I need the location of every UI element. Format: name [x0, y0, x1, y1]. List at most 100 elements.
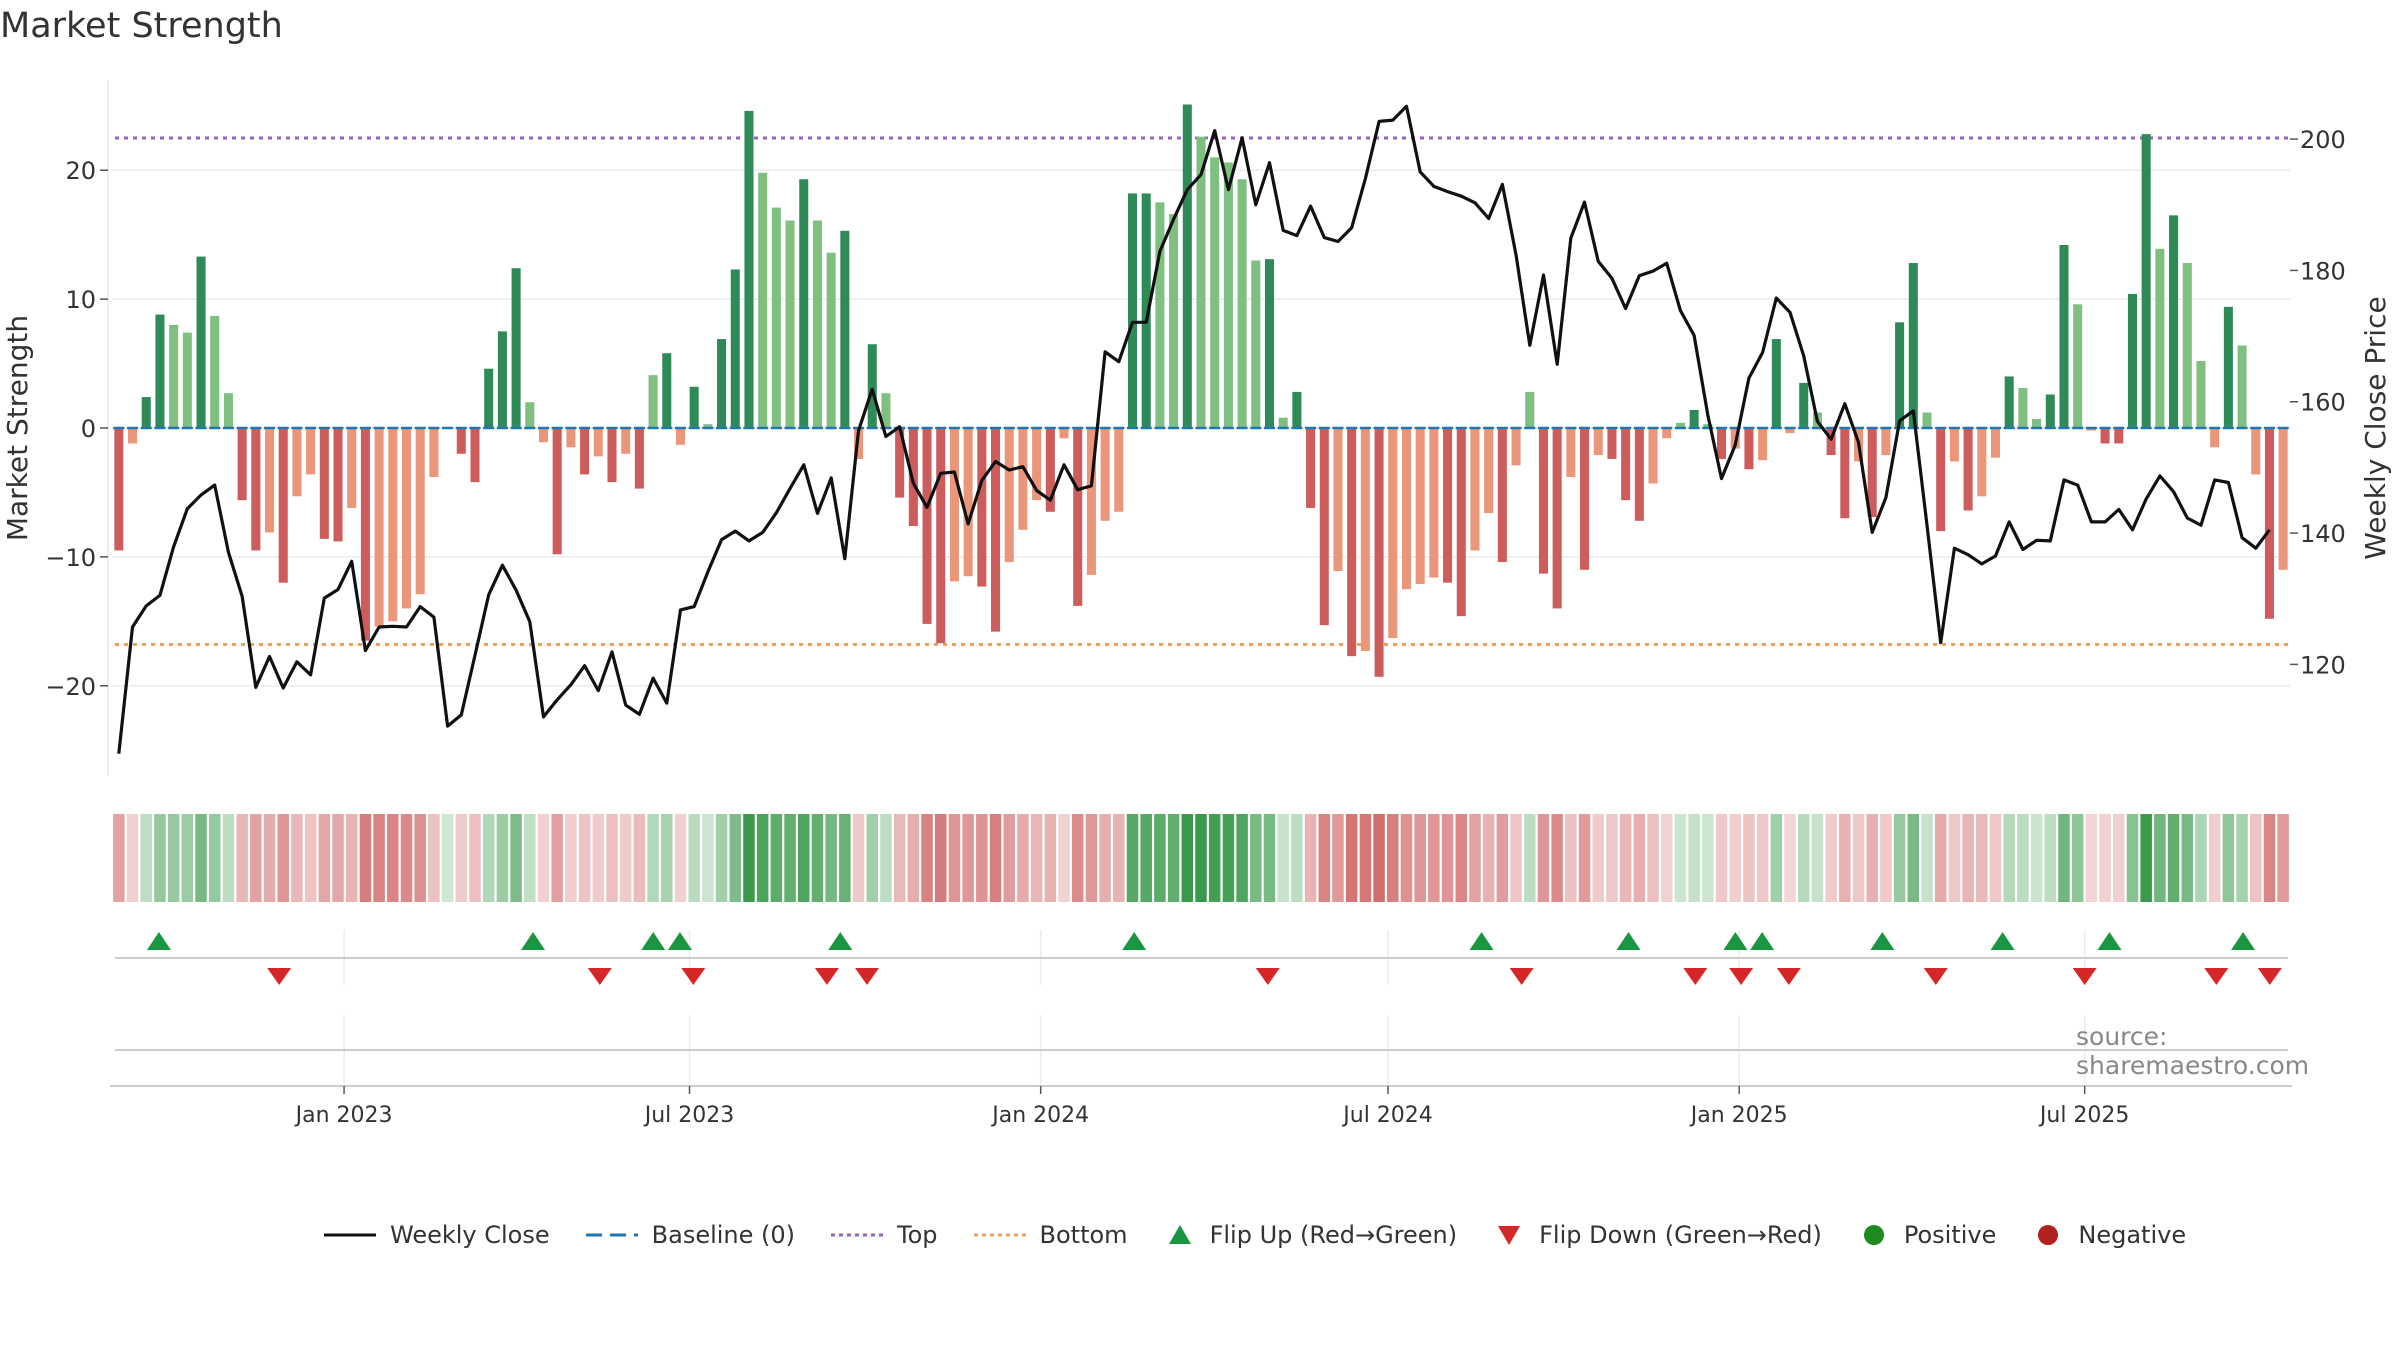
flip-up-marker — [2097, 932, 2122, 950]
strength-bar — [1867, 428, 1877, 517]
flip-up-marker — [1616, 932, 1641, 950]
heat-strip-cell — [1756, 814, 1769, 902]
strength-bar — [1963, 428, 1973, 511]
flip-down-marker — [1776, 968, 1801, 985]
strength-bar — [867, 344, 877, 428]
y2-tick-label: 160 — [2300, 389, 2346, 417]
heat-strip-cell — [1126, 814, 1139, 902]
heat-strip-cell — [1044, 814, 1057, 902]
heat-strip-cell — [1702, 814, 1714, 902]
heat-strip-cell — [1373, 814, 1385, 902]
heat-strip-cell — [1784, 814, 1796, 902]
strength-bar — [717, 339, 727, 428]
strength-heat-strip — [113, 814, 2289, 902]
heat-strip-cell — [1030, 814, 1043, 902]
heat-strip-cell — [811, 814, 824, 902]
strength-bar — [634, 428, 644, 489]
heat-strip-cell — [1482, 814, 1495, 902]
legend-item-bottom: Bottom — [972, 1220, 1128, 1250]
strength-bar — [1196, 136, 1206, 428]
flip-up-marker — [1870, 932, 1895, 950]
heat-strip-cell — [291, 814, 303, 902]
strength-bar — [497, 331, 507, 428]
heat-strip-cell — [1400, 814, 1413, 902]
heat-strip-cell — [2085, 814, 2098, 902]
strength-bar — [881, 393, 891, 428]
heat-strip-cell — [1866, 814, 1878, 902]
strength-bar — [1360, 428, 1370, 651]
legend-item-top: Top — [829, 1220, 938, 1250]
strength-bar — [1073, 428, 1083, 606]
legend-item-baseline: Baseline (0) — [584, 1220, 795, 1250]
heat-strip-cell — [756, 814, 769, 902]
heat-strip-cell — [2017, 814, 2029, 902]
chart-title: Market Strength — [0, 6, 283, 46]
strength-bar — [114, 428, 124, 551]
heat-strip-cell — [1688, 814, 1700, 902]
strength-bar — [2196, 360, 2206, 428]
heat-strip-cell — [1962, 814, 1974, 902]
heat-strip-cell — [236, 814, 248, 902]
heat-strip-cell — [2071, 814, 2084, 902]
strength-bar — [1744, 428, 1754, 470]
strength-bar — [2278, 428, 2288, 570]
heat-strip-cell — [1647, 814, 1659, 902]
strength-bar — [2182, 263, 2192, 428]
heat-strip-cell — [852, 814, 865, 902]
heat-strip-cell — [1304, 814, 1317, 902]
flip-up-marker — [828, 932, 853, 950]
x-tick-label: Jul 2024 — [1341, 1103, 1433, 1128]
heat-strip-cell — [1537, 814, 1550, 902]
heat-strip-cell — [976, 814, 988, 902]
strength-bar — [1059, 428, 1069, 439]
heat-strip-cell — [126, 814, 139, 902]
x-tick-label: Jan 2024 — [990, 1103, 1089, 1128]
strength-bar — [1032, 428, 1042, 501]
strength-bar — [812, 220, 822, 428]
heat-strip-cell — [318, 814, 331, 902]
heat-strip-cell — [167, 814, 180, 902]
heat-strip-cell — [1017, 814, 1029, 902]
strength-bar — [1689, 409, 1699, 428]
strength-bar — [2032, 418, 2042, 428]
heat-strip-cell — [948, 814, 961, 902]
strength-bar — [1292, 391, 1302, 428]
strength-bar — [552, 428, 562, 555]
strength-bar — [2114, 428, 2124, 444]
legend-label: Weekly Close — [390, 1221, 550, 1249]
flip-down-marker — [2257, 968, 2282, 985]
strength-bar — [1347, 428, 1357, 657]
legend-label: Positive — [1903, 1221, 1997, 1249]
strength-bar — [1100, 428, 1110, 521]
strength-bar — [963, 428, 973, 577]
flip-up-marker — [1750, 932, 1775, 950]
strength-bar — [1443, 428, 1453, 583]
heat-strip-cell — [1085, 814, 1098, 902]
strength-bar — [1251, 260, 1261, 428]
strength-bar — [374, 428, 384, 627]
line-dotted-icon — [831, 1233, 884, 1237]
line-dotted-icon — [973, 1233, 1026, 1237]
strength-bar — [1497, 428, 1507, 563]
strength-bar — [525, 402, 535, 428]
strength-bar — [1306, 428, 1316, 508]
strength-bar — [2004, 376, 2014, 428]
strength-bar — [675, 428, 685, 445]
strength-bar — [1415, 428, 1425, 584]
strength-bar — [1566, 428, 1576, 477]
strength-bar — [1717, 428, 1727, 459]
heat-strip-cell — [1236, 814, 1248, 902]
strength-bar — [210, 315, 220, 428]
heat-strip-cell — [277, 814, 289, 902]
strength-bar — [1840, 428, 1850, 519]
heat-strip-cell — [2277, 814, 2289, 902]
strength-bar — [949, 428, 959, 582]
heat-strip-cell — [1825, 814, 1837, 902]
heat-strip-cell — [893, 814, 906, 902]
heat-strip-cell — [2099, 814, 2111, 902]
flip-down-marker — [681, 968, 706, 985]
flip-down-marker — [814, 968, 839, 985]
strength-bar — [1155, 202, 1165, 428]
strength-bar — [1182, 104, 1192, 428]
legend-label: Bottom — [1039, 1221, 1128, 1249]
